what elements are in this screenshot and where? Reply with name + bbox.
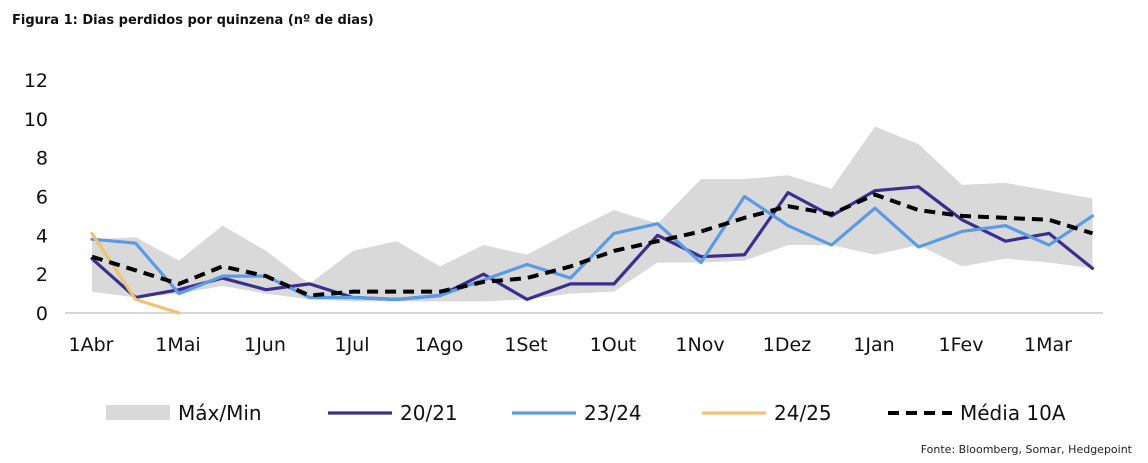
x-tick-label: 1Jun (244, 334, 286, 356)
y-tick-label: 8 (36, 148, 48, 170)
x-tick-labels: 1Abr 1Mai 1Jun 1Jul 1Ago 1Set 1Out 1Nov 1Dez 1Jan… (69, 334, 1073, 356)
series-line-20-21 (90, 185, 1095, 302)
source-note: Fonte: Bloomberg, Somar, Hedgepoint (920, 443, 1132, 456)
legend-item: Média 10A (888, 401, 1066, 425)
legend-label: Média 10A (960, 401, 1066, 425)
y-tick-label: 6 (36, 187, 48, 209)
y-tick-label: 0 (36, 303, 48, 325)
band-max-min (92, 126, 1093, 302)
series-line-m-dia-10a (91, 192, 1094, 298)
series-layer (90, 185, 1095, 315)
y-tick-label: 10 (24, 109, 48, 131)
x-tick-label: 1Abr (69, 334, 114, 356)
y-tick-label: 12 (24, 70, 48, 92)
legend: Máx/Min 20/21 23/24 24/25 Média 10A (106, 401, 1066, 425)
x-tick-label: 1Nov (675, 334, 724, 356)
legend-item: 24/25 (702, 401, 832, 425)
x-tick-label: 1Fev (939, 334, 984, 356)
x-tick-label: 1Dez (763, 334, 811, 356)
legend-item: Máx/Min (106, 401, 262, 425)
x-tick-label: 1Set (504, 334, 547, 356)
legend-label: 20/21 (400, 401, 458, 425)
y-tick-label: 2 (36, 264, 48, 286)
band-layer (92, 126, 1093, 302)
y-tick-labels: 0 2 4 6 8 10 12 (24, 70, 48, 325)
series-line-24-25 (90, 231, 181, 315)
x-tick-label: 1Jul (334, 334, 369, 356)
legend-label: 23/24 (584, 401, 642, 425)
legend-item: 23/24 (512, 401, 642, 425)
x-tick-label: 1Ago (415, 334, 464, 356)
legend-swatch-band (106, 405, 170, 420)
x-tick-label: 1Jan (853, 334, 894, 356)
chart-title: Figura 1: Dias perdidos por quinzena (nº… (12, 13, 374, 28)
series-line-23-24 (90, 194, 1095, 302)
y-tick-label: 4 (36, 225, 48, 247)
legend-label: Máx/Min (178, 401, 262, 425)
legend-label: 24/25 (774, 401, 832, 425)
x-tick-label: 1Mai (155, 334, 200, 356)
x-tick-label: 1Mar (1024, 334, 1072, 356)
x-tick-label: 1Out (590, 334, 637, 356)
legend-item: 20/21 (328, 401, 458, 425)
